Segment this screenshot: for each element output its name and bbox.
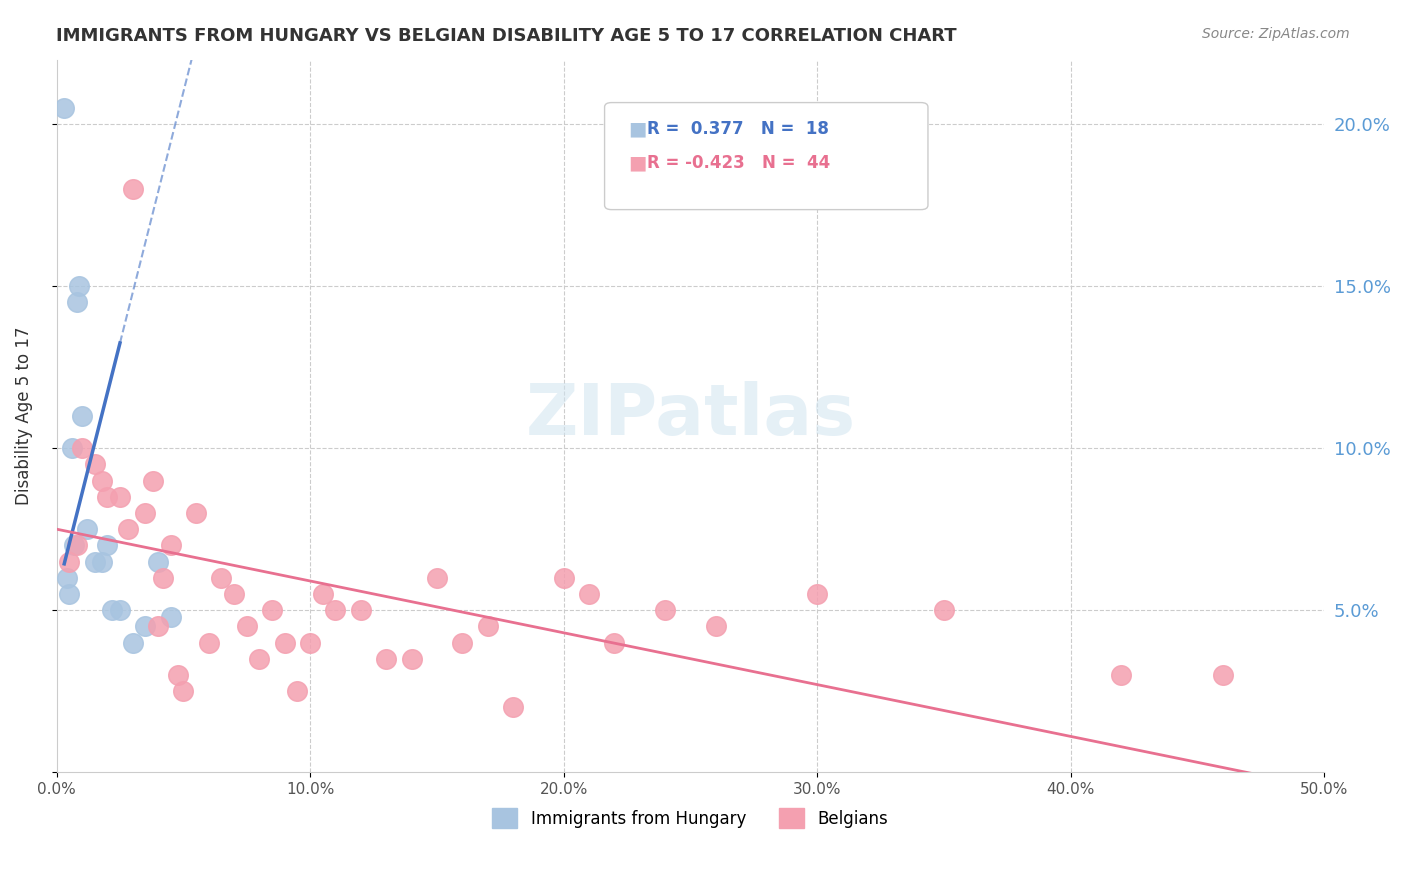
Point — [1212, 668, 1234, 682]
Point — [55, 571, 77, 585]
Point — [70, 441, 93, 455]
Point — [287, 684, 309, 698]
Point — [134, 506, 156, 520]
Point — [375, 651, 398, 665]
Point — [502, 700, 524, 714]
Point — [477, 619, 499, 633]
Point — [76, 522, 98, 536]
Point — [67, 279, 90, 293]
Point — [96, 490, 118, 504]
Point — [142, 474, 165, 488]
Point — [426, 571, 449, 585]
Text: ■: ■ — [628, 120, 647, 139]
Text: IMMIGRANTS FROM HUNGARY VS BELGIAN DISABILITY AGE 5 TO 17 CORRELATION CHART: IMMIGRANTS FROM HUNGARY VS BELGIAN DISAB… — [56, 27, 957, 45]
Point — [167, 668, 190, 682]
Point — [222, 587, 245, 601]
Point — [172, 684, 194, 698]
Point — [91, 555, 114, 569]
Point — [184, 506, 207, 520]
Point — [262, 603, 284, 617]
Point — [312, 587, 335, 601]
Point — [1111, 668, 1133, 682]
Point — [66, 538, 89, 552]
Point — [197, 635, 219, 649]
Legend: Immigrants from Hungary, Belgians: Immigrants from Hungary, Belgians — [485, 801, 896, 835]
Point — [58, 555, 80, 569]
Point — [654, 603, 676, 617]
Point — [209, 571, 232, 585]
Point — [60, 441, 83, 455]
Point — [108, 490, 131, 504]
Point — [63, 538, 86, 552]
Point — [159, 609, 181, 624]
Point — [70, 409, 93, 423]
Point — [704, 619, 727, 633]
Point — [152, 571, 174, 585]
Point — [146, 619, 169, 633]
Point — [117, 522, 139, 536]
Point — [108, 603, 131, 617]
Y-axis label: Disability Age 5 to 17: Disability Age 5 to 17 — [15, 326, 32, 505]
Text: Source: ZipAtlas.com: Source: ZipAtlas.com — [1202, 27, 1350, 41]
Point — [159, 538, 181, 552]
Point — [806, 587, 828, 601]
Point — [101, 603, 124, 617]
Point — [932, 603, 955, 617]
Point — [553, 571, 575, 585]
Point — [66, 295, 89, 310]
Text: ZIPatlas: ZIPatlas — [526, 381, 855, 450]
Text: R = -0.423   N =  44: R = -0.423 N = 44 — [647, 154, 830, 172]
Point — [83, 555, 105, 569]
Point — [401, 651, 423, 665]
Point — [83, 458, 105, 472]
Point — [578, 587, 600, 601]
Point — [603, 635, 626, 649]
Point — [236, 619, 259, 633]
Point — [146, 555, 169, 569]
Point — [325, 603, 347, 617]
Point — [274, 635, 297, 649]
Point — [350, 603, 373, 617]
Point — [451, 635, 474, 649]
Point — [249, 651, 271, 665]
Point — [53, 101, 76, 115]
Point — [121, 182, 143, 196]
Point — [134, 619, 156, 633]
Point — [96, 538, 118, 552]
Text: R =  0.377   N =  18: R = 0.377 N = 18 — [647, 120, 828, 138]
Point — [299, 635, 322, 649]
Point — [121, 635, 143, 649]
Text: ■: ■ — [628, 153, 647, 173]
Point — [91, 474, 114, 488]
Point — [58, 587, 80, 601]
